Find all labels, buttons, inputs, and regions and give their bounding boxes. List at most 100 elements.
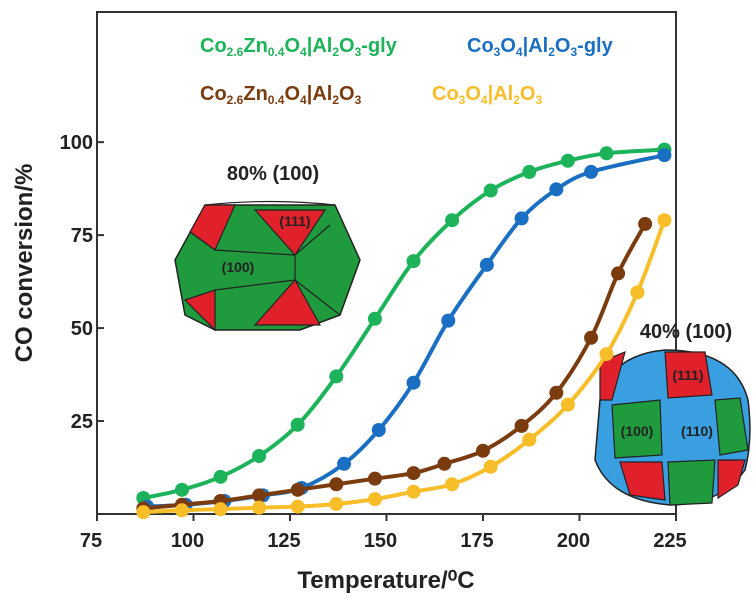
data-point (252, 500, 267, 515)
facet-100 (667, 459, 716, 506)
data-point (599, 347, 614, 362)
data-point (329, 477, 344, 492)
facet-111 (599, 350, 626, 401)
data-point (638, 216, 653, 231)
subscript: 2.6 (227, 45, 244, 59)
legend-text: |Al (488, 83, 514, 105)
legend-text: O (284, 83, 300, 105)
y-tick-label: 50 (71, 318, 93, 340)
data-point (599, 146, 614, 161)
subscript: 2 (513, 93, 520, 107)
legend-text: -gly (577, 35, 613, 57)
data-point (584, 330, 599, 345)
subscript: 3 (535, 93, 542, 107)
data-point (329, 369, 344, 384)
legend-text: Zn (243, 35, 267, 57)
legend-entry: Co3O4|Al2O3 (432, 83, 542, 107)
y-axis-title: CO conversion/% (11, 164, 38, 363)
facet-label: (111) (279, 213, 310, 229)
x-tick-label: 100 (171, 530, 204, 552)
legend-text: Co (200, 83, 227, 105)
x-tick-label: 200 (557, 530, 590, 552)
facet-100 (714, 397, 749, 456)
y-tick-label: 100 (60, 132, 93, 154)
data-point (657, 148, 672, 163)
data-point (367, 471, 382, 486)
facet-111 (717, 459, 746, 500)
subscript: 4 (300, 45, 307, 59)
legend-text: O (339, 35, 355, 57)
subscript: 3 (355, 45, 362, 59)
inset-title: 40% (100) (640, 321, 732, 343)
data-point (136, 505, 151, 520)
data-point (252, 448, 267, 463)
legend-text: |Al (307, 35, 333, 57)
data-point (406, 466, 421, 481)
subscript: 0.4 (268, 45, 285, 59)
subscript: 3 (355, 93, 362, 107)
facet-label: (111) (672, 367, 703, 383)
legend-text: O (555, 35, 571, 57)
legend-text: |Al (307, 83, 333, 105)
data-point (476, 443, 490, 458)
data-point (290, 499, 305, 514)
data-point (549, 182, 564, 197)
data-point (367, 311, 382, 326)
data-point (560, 397, 575, 412)
data-point (630, 285, 645, 300)
subscript: 4 (481, 93, 488, 107)
data-point (549, 385, 564, 400)
x-tick-label: 75 (80, 530, 102, 552)
data-point (483, 183, 498, 198)
subscript: 4 (516, 45, 523, 59)
plot-area (96, 11, 677, 521)
data-point (514, 211, 529, 226)
facet-111 (253, 209, 327, 256)
data-point (406, 484, 421, 499)
inset-right: 40% (100) (111) (100) (110) (594, 321, 751, 506)
subscript: 3 (570, 45, 577, 59)
subscript: 2 (548, 45, 555, 59)
data-point (406, 254, 421, 269)
facet-100 (611, 399, 663, 459)
data-point (584, 164, 599, 179)
x-tick-label: 225 (653, 530, 686, 552)
legend-entry: Co2.6Zn0.4O4|Al2O3 (200, 83, 362, 107)
data-point (560, 153, 575, 168)
data-point (445, 477, 460, 492)
y-tick-label: 75 (71, 225, 93, 247)
inset-title: 80% (100) (227, 163, 319, 185)
data-point (290, 482, 305, 497)
data-point (406, 375, 421, 390)
data-point (337, 456, 352, 471)
facet-label: (110) (681, 423, 713, 439)
y-tick-label: 25 (71, 411, 93, 433)
data-point (367, 492, 382, 507)
legend-text: Zn (243, 83, 267, 105)
data-point (522, 432, 537, 447)
facet-111 (619, 461, 666, 501)
subscript: 2.6 (227, 93, 244, 107)
edges (189, 200, 341, 316)
legend-text: |Al (523, 35, 549, 57)
x-axis-title: Temperature/⁰C (297, 567, 474, 594)
data-point (174, 503, 189, 518)
legend-text: Co (200, 35, 227, 57)
x-tick-label: 150 (364, 530, 397, 552)
subscript: 0.4 (268, 93, 285, 107)
legend-text: Co (432, 83, 459, 105)
data-point (441, 313, 456, 328)
legend-text: O (339, 83, 355, 105)
legend-entry: Co3O4|Al2O3-gly (467, 35, 614, 59)
data-point (483, 459, 498, 474)
data-point (437, 456, 452, 471)
subscript: 3 (494, 45, 501, 59)
data-point (479, 257, 494, 272)
data-point (657, 213, 672, 228)
inset-left: 80% (100) (111) (100) (174, 163, 361, 332)
data-point (522, 164, 537, 179)
legend-text: O (284, 35, 300, 57)
